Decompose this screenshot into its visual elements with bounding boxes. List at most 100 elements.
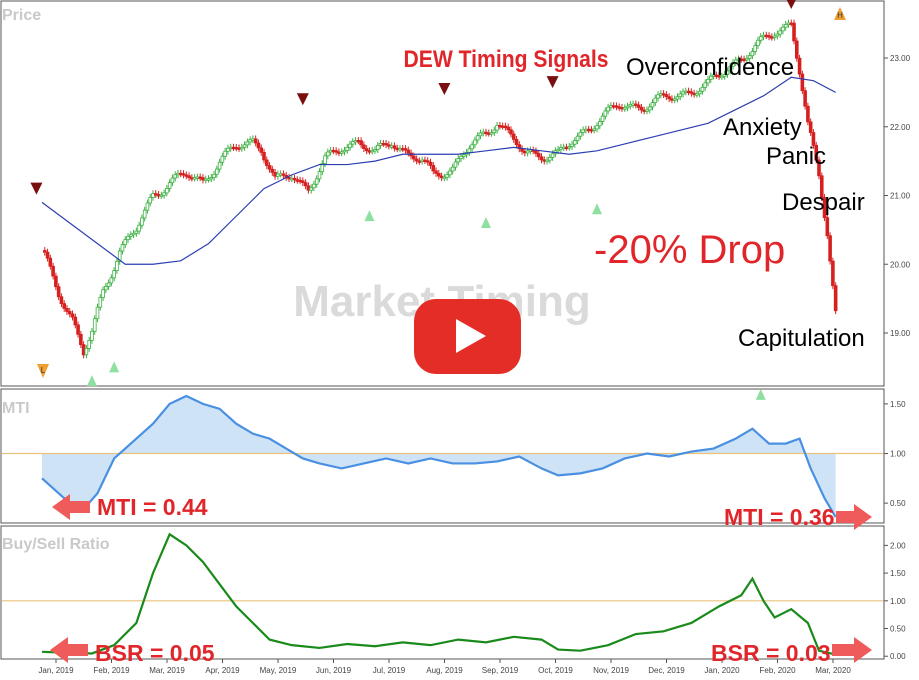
price-candle [745,57,749,61]
price-candle [536,153,541,158]
price-candle [92,318,97,332]
price-candle [581,129,585,133]
emotion-capitulation: Capitulation [738,325,865,352]
price-candle [65,308,69,312]
price-candle [54,275,58,288]
bsr-panel-frame [0,525,885,660]
price-candle [123,239,128,246]
price-candle [73,316,78,326]
price-candle [162,192,166,196]
price-candle [117,250,122,262]
play-icon [456,319,486,353]
price-candle [120,244,125,252]
low-marker: L [37,364,49,378]
price-candle [819,175,824,198]
price-candle [459,155,463,159]
mti-area-fill [42,395,836,518]
bsr-right-callout: BSR = 0.03 [711,637,872,666]
price-candle [140,217,144,226]
price-candle [281,173,286,176]
price-candle [808,121,813,133]
price-candle [148,196,153,204]
price-candle [217,161,222,170]
price-candle [636,104,641,108]
x-tick-label: May, 2019 [260,666,297,675]
x-tick-label: Mar, 2019 [149,666,185,675]
high-marker-label: H [837,11,843,20]
x-tick-label: Jan, 2019 [38,666,74,675]
price-candle [87,340,91,349]
price-candle [145,202,150,211]
price-candle [706,78,710,84]
price-candle [98,297,103,308]
price-candle [303,182,308,187]
price-candle [778,30,782,35]
price-candle [51,265,55,277]
mti-panel-title: MTI [2,400,30,417]
price-candle [797,57,802,75]
price-candle [137,224,141,232]
price-candle [223,150,227,157]
price-candle [84,347,89,356]
price-candle [267,165,272,170]
price-candle [95,306,100,320]
price-candle [128,234,133,237]
price-candle [59,296,64,305]
price-candle [134,230,139,234]
price-candle [570,143,574,147]
video-play-button[interactable] [414,299,521,374]
mti-left-callout-text: MTI = 0.44 [97,494,208,520]
x-tick-label: Nov, 2019 [593,666,629,675]
buy-signal-marker [592,203,602,215]
drop-label: -20% Drop [594,228,785,272]
price-candle [783,23,788,28]
price-candle [48,257,53,267]
price-candle [242,144,247,148]
mti-line [41,394,837,518]
x-tick-label: Feb, 2020 [759,666,796,675]
price-candle [437,172,441,177]
price-candle [131,232,136,236]
price-candle [822,197,827,219]
price-candle [115,260,119,271]
mti-y-tick-label: 1.50 [890,400,906,409]
price-candle [256,142,261,149]
price-candle [600,115,605,122]
price-candle [67,311,72,315]
price-candle [703,82,708,88]
price-candle [456,158,461,163]
price-candle [733,59,738,63]
price-candle [62,303,66,309]
x-tick-label: Feb, 2019 [93,666,130,675]
low-marker-label: L [41,366,46,375]
x-tick-label: Dec, 2019 [648,666,685,675]
price-candle [70,313,75,318]
price-y-tick-label: 19.00 [890,329,911,338]
price-candle [359,140,363,146]
price-candle [833,285,838,312]
price-candle [76,324,80,335]
mti-left-callout: MTI = 0.44 [52,494,208,520]
price-candle [142,209,147,219]
price-candle [606,106,610,112]
price-candle [403,148,408,151]
price-candle [323,155,327,164]
price-candle [181,173,186,176]
price-candle [312,183,316,189]
axis-ticks: 19.00 20.00 21.00 22.00 23.00 0.50 1.00 1.50 0.0… [38,54,910,675]
buy-signal-marker [755,388,766,400]
price-candle [334,150,338,153]
price-candle [803,90,807,107]
price-candle [406,149,411,154]
sell-signal-marker [546,76,559,89]
price-candle [90,330,94,341]
mti-plot [2,394,883,518]
signals-title: DEW Timing Signals [404,46,609,73]
price-candle [575,135,580,142]
price-candle [653,97,658,103]
buy-signal-marker [86,375,97,387]
price-candle [473,139,477,146]
price-candle [165,188,169,194]
price-candle [414,158,419,162]
price-candle [517,144,522,150]
